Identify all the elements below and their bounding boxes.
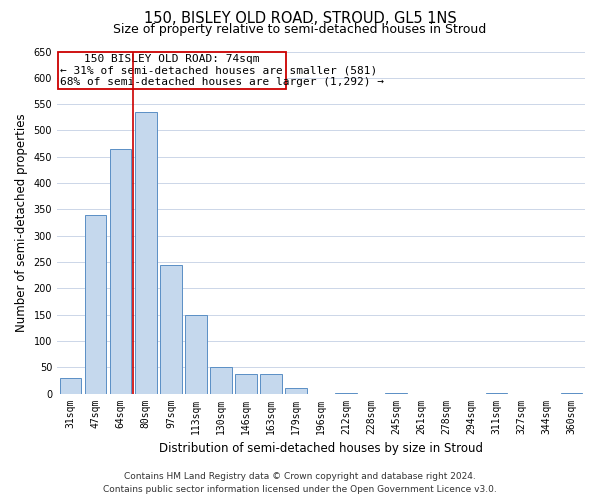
Bar [335, 392, 356, 394]
Bar [160, 264, 182, 394]
Text: Contains HM Land Registry data © Crown copyright and database right 2024.
Contai: Contains HM Land Registry data © Crown c… [103, 472, 497, 494]
Bar [85, 214, 106, 394]
Bar [110, 149, 131, 394]
Text: Size of property relative to semi-detached houses in Stroud: Size of property relative to semi-detach… [113, 22, 487, 36]
Bar [210, 367, 232, 394]
X-axis label: Distribution of semi-detached houses by size in Stroud: Distribution of semi-detached houses by … [159, 442, 483, 455]
Bar [60, 378, 82, 394]
Bar [135, 112, 157, 394]
Text: 150, BISLEY OLD ROAD, STROUD, GL5 1NS: 150, BISLEY OLD ROAD, STROUD, GL5 1NS [143, 11, 457, 26]
Bar [385, 393, 407, 394]
Y-axis label: Number of semi-detached properties: Number of semi-detached properties [15, 113, 28, 332]
Bar [260, 374, 281, 394]
Bar [58, 52, 286, 90]
Bar [560, 392, 582, 394]
Bar [485, 393, 507, 394]
Text: ← 31% of semi-detached houses are smaller (581): ← 31% of semi-detached houses are smalle… [60, 66, 377, 76]
Bar [185, 314, 206, 394]
Text: 68% of semi-detached houses are larger (1,292) →: 68% of semi-detached houses are larger (… [60, 77, 384, 87]
Text: 150 BISLEY OLD ROAD: 74sqm: 150 BISLEY OLD ROAD: 74sqm [84, 54, 260, 64]
Bar [235, 374, 257, 394]
Bar [286, 388, 307, 394]
